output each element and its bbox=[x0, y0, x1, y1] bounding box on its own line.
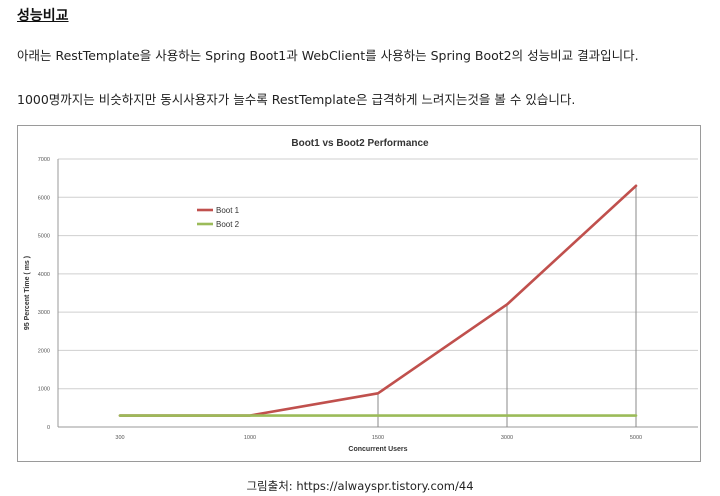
y-axis-label: 95 Percent Time ( ms ) bbox=[24, 256, 31, 330]
y-tick-label: 2000 bbox=[38, 348, 50, 354]
y-tick-label: 6000 bbox=[38, 195, 50, 201]
x-tick-label: 5000 bbox=[630, 435, 642, 441]
legend-label: Boot 2 bbox=[216, 220, 240, 229]
y-tick-label: 3000 bbox=[38, 310, 50, 316]
y-tick-label: 7000 bbox=[38, 157, 50, 163]
chart-title: Boot1 vs Boot2 Performance bbox=[291, 138, 429, 149]
performance-line-chart: Boot1 vs Boot2 Performance 0 1000 2000 3000 4… bbox=[24, 138, 698, 453]
section-heading: 성능비교 bbox=[17, 8, 69, 24]
x-tick-label: 1000 bbox=[244, 435, 256, 441]
x-tick-label: 300 bbox=[115, 435, 124, 441]
x-axis-label: Concurrent Users bbox=[348, 446, 407, 453]
paragraph-observation: 1000명까지는 비슷하지만 동시사용자가 늘수록 RestTemplate은 … bbox=[17, 92, 576, 107]
x-tick-label: 1500 bbox=[372, 435, 384, 441]
legend-label: Boot 1 bbox=[216, 206, 240, 215]
series-line-1 bbox=[118, 184, 638, 417]
y-tick-label: 0 bbox=[47, 425, 50, 431]
y-tick-label: 1000 bbox=[38, 387, 50, 393]
paragraph-intro: 아래는 RestTemplate을 사용하는 Spring Boot1과 Web… bbox=[17, 48, 639, 63]
image-source-caption: 그림출처: https://alwayspr.tistory.com/44 bbox=[246, 479, 474, 493]
y-tick-label: 5000 bbox=[38, 234, 50, 240]
y-tick-label: 4000 bbox=[38, 272, 50, 278]
chart-figure: Boot1 vs Boot2 Performance 0 1000 2000 3000 4… bbox=[17, 125, 701, 462]
x-tick-label: 3000 bbox=[501, 435, 513, 441]
